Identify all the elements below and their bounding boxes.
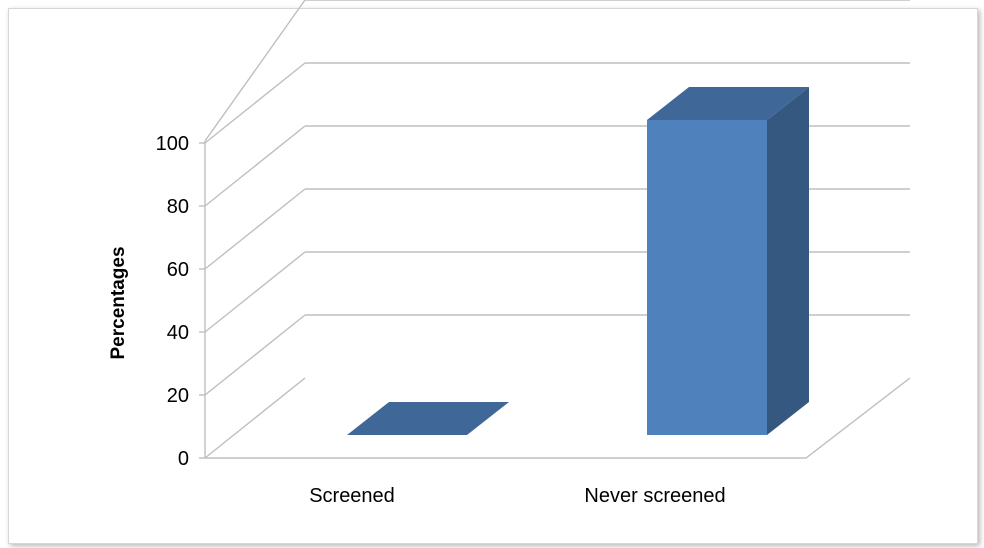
category-label-screened: Screened — [309, 485, 395, 507]
side-gridline-80 — [204, 125, 306, 207]
wall-top-diagonal — [204, 0, 306, 142]
y-tick-label-0: 0 — [178, 448, 189, 470]
gridlines — [204, 0, 911, 459]
side-gridline-60 — [204, 188, 306, 270]
value-axis: 0 20 40 60 80 100 — [156, 133, 206, 470]
bar-side — [767, 87, 809, 435]
y-tick-label-100: 100 — [156, 133, 189, 155]
side-gridline-20 — [204, 314, 306, 396]
side-gridline-0 — [204, 377, 306, 459]
y-tick-label-40: 40 — [167, 322, 189, 344]
bar-front — [647, 120, 767, 435]
y-tick-label-80: 80 — [167, 196, 189, 218]
category-label-never-screened: Never screened — [584, 485, 725, 507]
bars — [347, 87, 809, 435]
bar-top — [647, 87, 809, 120]
bar-top — [347, 402, 509, 435]
floor-outline — [205, 377, 911, 459]
bar-screened — [347, 402, 509, 435]
side-gridline-100 — [204, 62, 306, 144]
side-gridline-40 — [204, 251, 306, 333]
bar-never-screened — [647, 87, 809, 435]
category-axis: Screened Never screened — [309, 485, 725, 507]
y-tick-label-20: 20 — [167, 385, 189, 407]
y-axis-title: Percentages — [108, 246, 129, 359]
chart-frame — [8, 8, 978, 544]
y-tick-label-60: 60 — [167, 259, 189, 281]
